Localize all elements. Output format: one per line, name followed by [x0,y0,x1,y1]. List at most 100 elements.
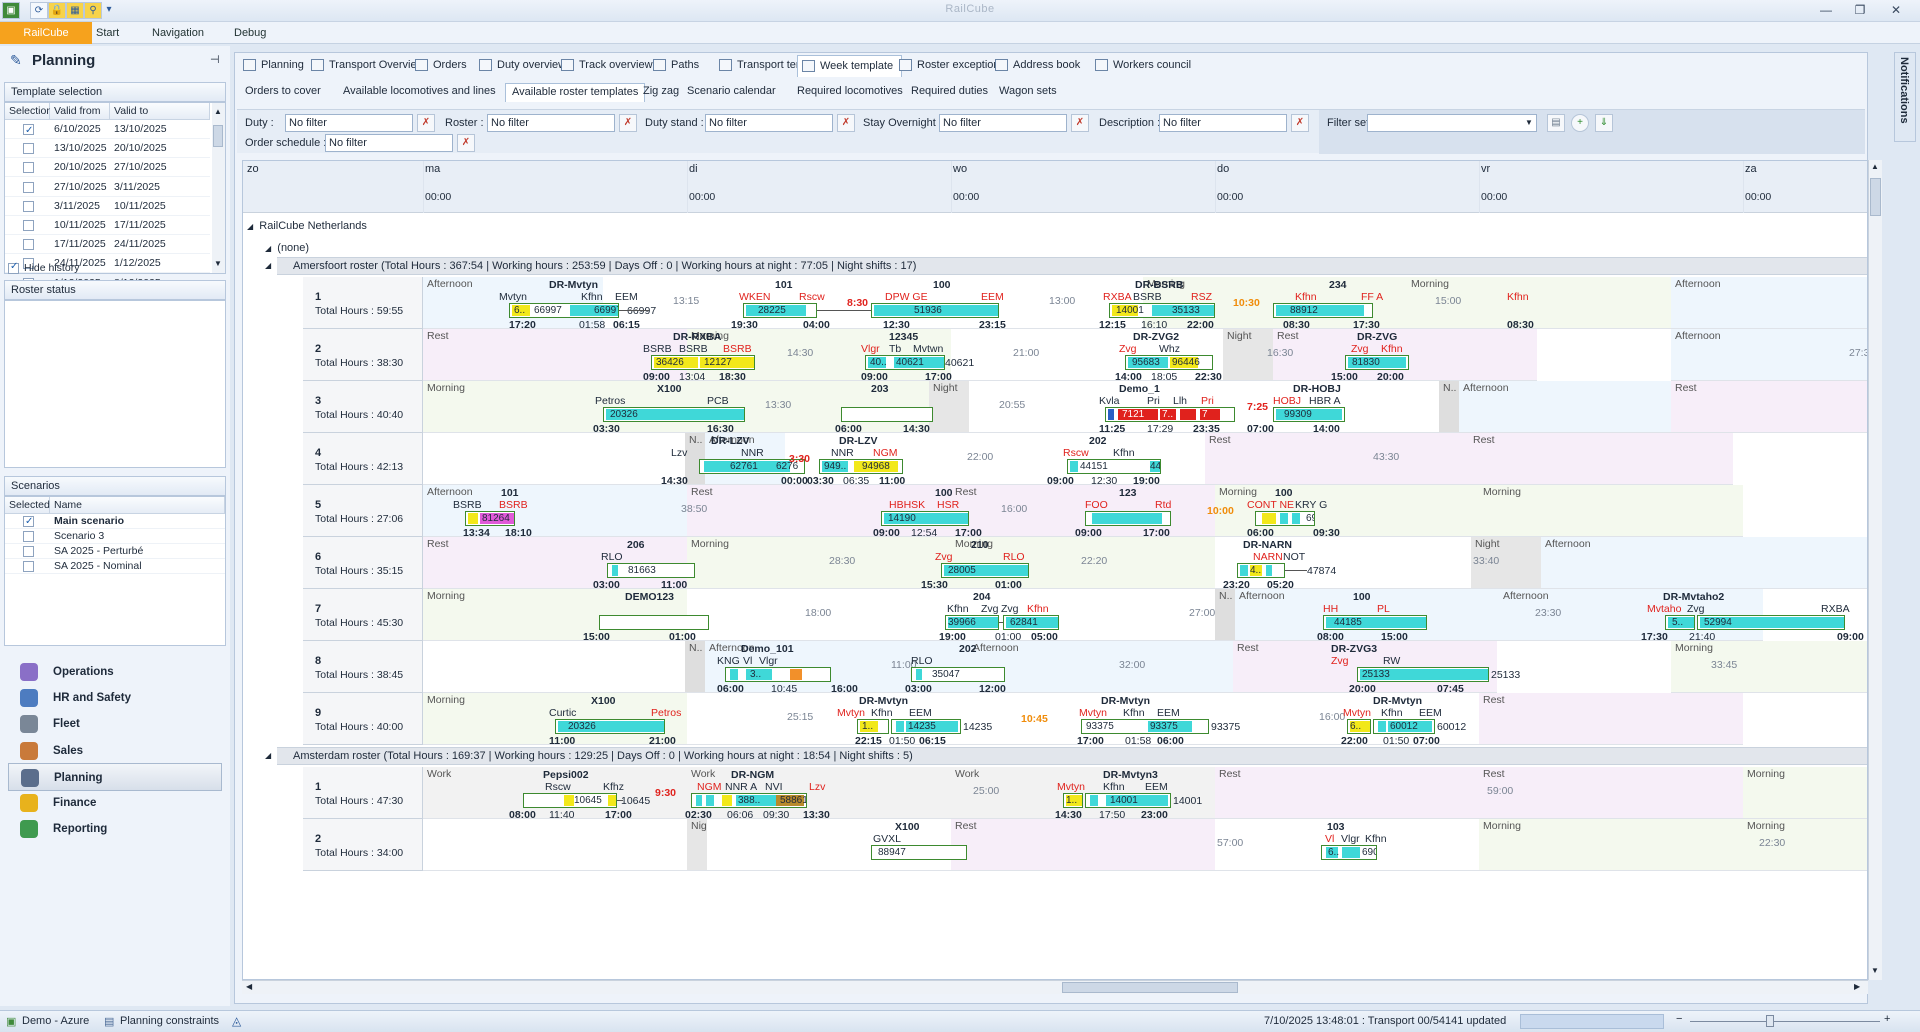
duty-bar[interactable] [841,407,933,422]
tab-week-template[interactable]: Week template [797,55,903,77]
clear-stay-overnight-filter-icon[interactable]: ✗ [1071,114,1089,132]
shift-band[interactable]: Rest [1479,693,1743,745]
duty-bar[interactable]: 44185 [1323,615,1427,630]
duty-bar[interactable]: 6..69063 [1321,845,1377,860]
duty-bar[interactable]: 1.. [857,719,889,734]
duty-filter-input[interactable]: No filter [285,114,413,132]
hide-history-option[interactable]: Hide history [8,261,208,277]
duty-bar[interactable]: 62761 6276 [699,459,805,474]
duty-bar[interactable]: 949.. 94968 [819,459,903,474]
template-row[interactable]: 20/10/2025 27/10/2025 [5,158,210,178]
pin-icon[interactable]: ⊣ [210,54,220,66]
menu-navigation[interactable]: Navigation [152,27,204,39]
template-row[interactable]: 10/11/2025 17/11/2025 [5,216,210,235]
shift-band[interactable]: N.. [685,641,705,693]
chevron-down-icon[interactable]: ▾ [106,4,112,15]
filter-icon[interactable]: ⚲ [84,2,102,19]
shift-band[interactable]: Afternoon [1671,329,1867,381]
duty-bar[interactable]: 81264 [465,511,515,526]
clear-duty-stand-filter-icon[interactable]: ✗ [837,114,855,132]
shift-band[interactable]: Rest [1469,433,1733,485]
shift-band[interactable]: Afternoon [1671,277,1867,329]
shift-band[interactable]: N.. [1215,589,1235,641]
duty-bar[interactable]: 10645 [523,793,617,808]
duty-bar[interactable]: 60012 [1373,719,1435,734]
duty-bar[interactable] [599,615,709,630]
duty-bar[interactable]: 1.. [1063,793,1083,808]
duty-bar[interactable]: 69063 [1255,511,1315,526]
duty-bar[interactable]: 81663 [607,563,695,578]
tab-workers-council[interactable]: Workers council [1091,55,1199,77]
duty-bar[interactable]: 388.. 58861 [691,793,807,808]
template-row[interactable]: 13/10/2025 20/10/2025 [5,139,210,159]
zoom-slider[interactable]: − + [1676,1013,1891,1027]
scenario-row[interactable]: SA 2025 - Perturbé [5,544,225,559]
column-selection[interactable]: Selection [5,103,52,120]
duty-bar[interactable]: 36426 12127 [651,355,755,370]
template-row[interactable]: 17/11/2025 24/11/2025 [5,235,210,255]
shift-band[interactable]: Night [687,819,716,871]
row-checkbox[interactable] [23,181,34,193]
filter-set-select[interactable] [1367,114,1537,132]
duty-bar[interactable]: 5.. [1665,615,1695,630]
tab-orders[interactable]: Orders [411,55,475,77]
tab-track-overview[interactable]: Track overview [557,55,661,77]
shift-band[interactable]: Morning [1743,767,1867,819]
train-icon[interactable]: ▦ [66,2,84,19]
roster-row-label[interactable]: 6 Total Hours : 35:15 [303,537,423,589]
duty-bar[interactable]: 14190 [881,511,969,526]
duty-bar[interactable]: 4.. [1237,563,1285,578]
shift-band[interactable] [423,819,687,871]
roster-row-label[interactable]: 1 Total Hours : 47:30 [303,767,423,819]
nav-operations[interactable]: Operations [8,658,222,686]
roster-row-label[interactable]: 9 Total Hours : 40:00 [303,693,423,745]
row-checkbox[interactable] [23,162,34,174]
nav-sales[interactable]: Sales [8,737,222,765]
column-valid-to[interactable]: Valid to [110,103,210,120]
scenario-checkbox[interactable] [23,531,34,542]
nav-planning[interactable]: Planning [8,762,222,791]
nav-reporting[interactable]: Reporting [8,815,222,843]
close-button[interactable]: ✕ [1890,3,1902,17]
subtab-scenario-calendar[interactable]: Scenario calendar [687,85,776,97]
duty-bar[interactable]: 39966 [945,615,999,630]
duty-bar[interactable] [1085,511,1171,526]
subtab-required-locomotives[interactable]: Required locomotives [797,85,903,97]
refresh-icon[interactable]: ⟳ [30,2,48,19]
shift-band[interactable]: Rest [1671,381,1867,433]
row-checkbox[interactable] [23,220,34,231]
clear-roster-filter-icon[interactable]: ✗ [619,114,637,132]
roster-row-label[interactable]: 8 Total Hours : 38:45 [303,641,423,693]
template-row[interactable]: 3/11/2025 10/11/2025 [5,197,210,216]
description-filter-input[interactable]: No filter [1159,114,1287,132]
planning-constraints-label[interactable]: Planning constraints [120,1015,220,1027]
duty-bar[interactable]: 6.. [1347,719,1371,734]
duty-bar[interactable]: 88912 [1273,303,1373,318]
duty-bar[interactable]: 88947 [871,845,967,860]
shift-band[interactable]: Rest [951,819,1215,871]
row-checkbox[interactable] [23,239,34,251]
order-schedule-filter-input[interactable]: No filter [325,134,453,152]
tab-roster-exceptions[interactable]: Roster exceptions [895,55,1013,77]
duty-bar[interactable]: 14235 [891,719,961,734]
template-row[interactable]: 24/11/2025 1/12/2025 [5,254,210,274]
clear-description-filter-icon[interactable]: ✗ [1291,114,1309,132]
roster-row-label[interactable]: 1 Total Hours : 59:55 [303,277,423,329]
group-company[interactable]: ◢ RailCube Netherlands [247,220,367,232]
template-scrollbar[interactable]: ▲ ▼ [212,103,225,273]
roster-row-label[interactable]: 2 Total Hours : 34:00 [303,819,423,871]
roster-row-label[interactable]: 5 Total Hours : 27:06 [303,485,423,537]
shift-band[interactable]: Rest [423,329,687,381]
app-menu-button[interactable]: RailCube [0,22,92,44]
nav-fleet[interactable]: Fleet [8,710,222,738]
schedule-horizontal-scrollbar[interactable]: ◀ ▶ [242,980,1868,994]
duty-bar[interactable]: 35047 [911,667,1005,682]
group-none[interactable]: ◢ (none) [265,242,310,254]
duty-bar[interactable]: 6..6699766997 [509,303,619,318]
duty-bar[interactable]: 28225 [743,303,817,318]
tab-planning[interactable]: Planning [239,55,312,77]
row-checkbox[interactable] [23,122,34,140]
scenario-checkbox[interactable] [23,546,34,557]
stay-overnight-filter-input[interactable]: No filter [939,114,1067,132]
shift-band[interactable]: Morning [1743,819,1867,871]
